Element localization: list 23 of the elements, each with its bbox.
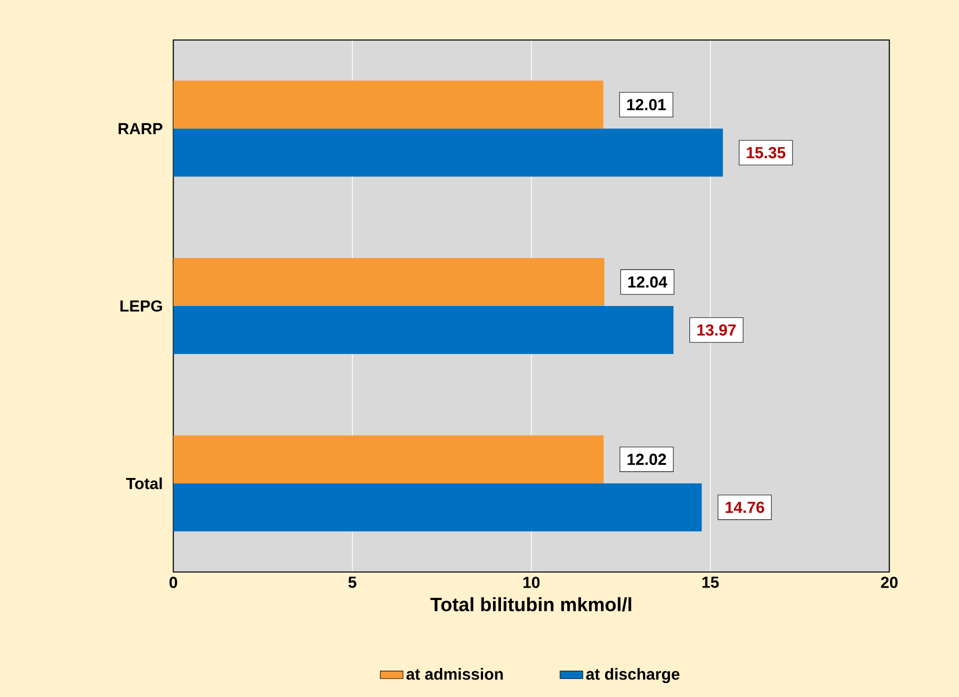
bar — [173, 435, 604, 484]
data-label: 12.01 — [627, 99, 666, 110]
x-tick-label: 10 — [523, 576, 540, 588]
bar — [173, 483, 702, 532]
x-axis-title: Total bilitubin mkmol/l — [430, 597, 632, 612]
y-tick-label: Total — [126, 477, 162, 490]
x-tick-label: 15 — [702, 576, 719, 588]
data-label: 14.76 — [726, 502, 764, 513]
bar — [173, 80, 604, 129]
bar — [173, 306, 674, 354]
data-label: 12.02 — [628, 454, 666, 465]
legend-label: at admission — [406, 668, 503, 680]
x-tick-label: 20 — [881, 576, 898, 588]
bar — [173, 128, 723, 177]
x-tick-label: 0 — [170, 576, 178, 588]
bar — [173, 258, 604, 306]
y-tick-label: LEPG — [120, 300, 162, 312]
data-label: 13.97 — [697, 324, 736, 336]
data-label: 15.35 — [746, 147, 786, 158]
data-label: 12.04 — [628, 276, 668, 288]
y-tick-label: RARP — [118, 123, 162, 134]
x-tick-label: 5 — [348, 576, 356, 588]
legend-label: at discharge — [586, 668, 680, 684]
